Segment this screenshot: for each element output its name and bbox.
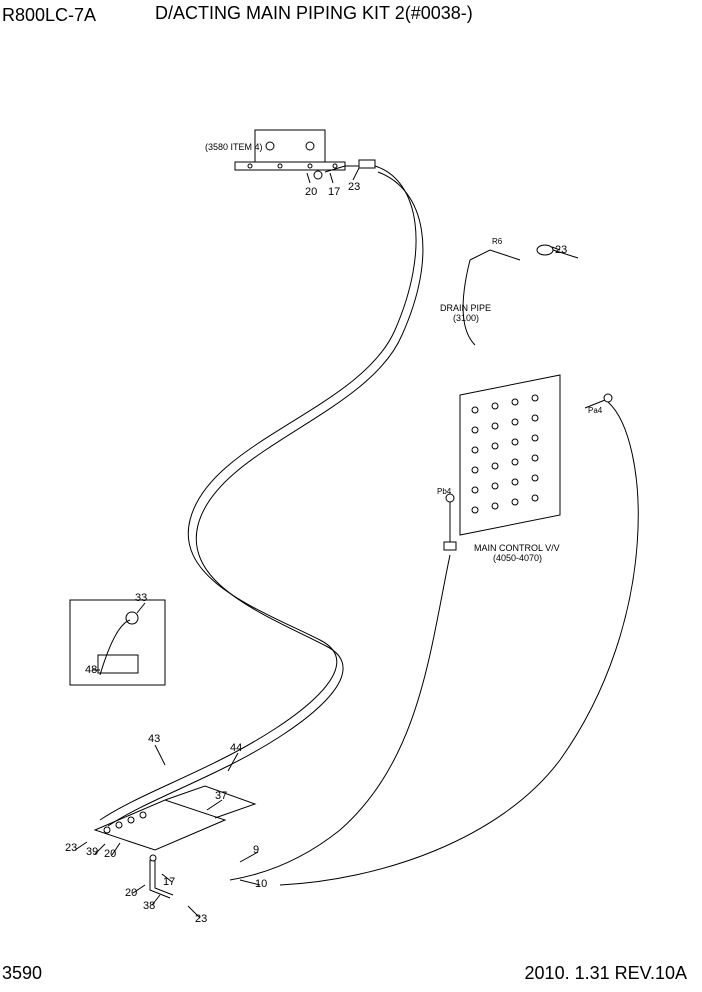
ref-mcv-num: (4050-4070) — [493, 553, 542, 563]
ref-drain-pipe-num: (3100) — [453, 313, 479, 323]
callout-23-top: 23 — [348, 181, 360, 193]
callout-10: 10 — [255, 878, 267, 890]
revision: 2010. 1.31 REV.10A — [525, 963, 687, 984]
callout-23-right: 23 — [555, 244, 567, 256]
callout-20-top: 20 — [305, 186, 317, 198]
model-code: R800LC-7A — [2, 5, 96, 26]
callout-23-bot: 23 — [195, 913, 207, 925]
ref-3580-item4: (3580 ITEM 4) — [205, 142, 263, 152]
callout-9: 9 — [253, 844, 259, 856]
callout-23-left: 23 — [65, 842, 77, 854]
page-number: 3590 — [2, 963, 42, 984]
ref-pb4: Pb4 — [437, 487, 451, 496]
callout-38: 38 — [143, 900, 155, 912]
ref-r6: R6 — [492, 237, 502, 246]
callout-48: 48 — [85, 664, 97, 676]
callout-20-mid: 20 — [104, 848, 116, 860]
page-title: D/ACTING MAIN PIPING KIT 2(#0038-) — [155, 3, 473, 24]
ref-drain-pipe: DRAIN PIPE — [440, 303, 491, 313]
callout-37: 37 — [215, 790, 227, 802]
callout-43: 43 — [148, 733, 160, 745]
callout-44: 44 — [230, 742, 242, 754]
ref-mcv: MAIN CONTROL V/V — [474, 543, 560, 553]
callout-33: 33 — [135, 592, 147, 604]
callout-39: 39 — [86, 846, 98, 858]
ref-pa4: Pa4 — [588, 406, 602, 415]
piping-diagram — [0, 0, 702, 992]
callout-17-top: 17 — [328, 186, 340, 198]
callout-20-bot: 20 — [125, 887, 137, 899]
callout-17-bot: 17 — [163, 876, 175, 888]
